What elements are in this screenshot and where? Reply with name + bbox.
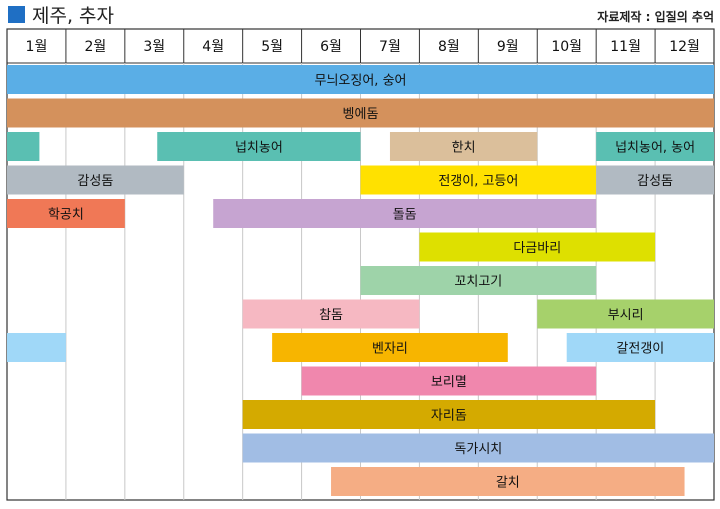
season-bar bbox=[331, 467, 685, 496]
season-bar bbox=[537, 299, 714, 329]
season-bar-label: 무늬오징어, 숭어 bbox=[315, 74, 407, 89]
month-label: 9월 bbox=[497, 39, 519, 55]
season-bar bbox=[7, 65, 714, 94]
month-label: 11월 bbox=[610, 39, 641, 55]
season-bar bbox=[566, 333, 714, 362]
month-label: 7월 bbox=[379, 39, 401, 55]
season-bar-label: 갈치 bbox=[496, 476, 520, 491]
season-bar-label: 전갱이, 고등어 bbox=[438, 174, 518, 189]
month-label: 3월 bbox=[143, 39, 165, 55]
season-bar-label: 한치 bbox=[452, 141, 476, 156]
month-label: 10월 bbox=[551, 39, 582, 55]
season-bar-label: 벵에돔 bbox=[343, 107, 379, 122]
season-bar-label: 갈전갱이 bbox=[616, 342, 664, 357]
season-bar bbox=[301, 366, 597, 396]
season-bar bbox=[596, 165, 714, 195]
season-bar bbox=[213, 199, 597, 228]
month-label: 12월 bbox=[669, 39, 700, 55]
season-bar bbox=[389, 132, 538, 161]
season-bar bbox=[360, 266, 597, 295]
season-bar bbox=[360, 165, 597, 195]
month-label: 5월 bbox=[261, 39, 283, 55]
month-label: 8월 bbox=[438, 39, 460, 55]
season-bar-label: 부시리 bbox=[608, 308, 644, 323]
season-bar bbox=[7, 165, 184, 195]
season-bar bbox=[7, 199, 125, 228]
season-bar-label: 감성돔 bbox=[637, 174, 673, 189]
season-bar-label: 넙치농어, 농어 bbox=[615, 141, 695, 156]
month-label: 2월 bbox=[84, 39, 106, 55]
season-bar bbox=[242, 299, 420, 329]
title-marker bbox=[8, 6, 25, 23]
season-bar-label: 학공치 bbox=[48, 208, 84, 223]
month-label: 1월 bbox=[26, 39, 48, 55]
season-bar bbox=[272, 333, 508, 362]
season-bar-label: 자리돔 bbox=[431, 409, 467, 424]
season-bar bbox=[7, 98, 714, 128]
season-bar-label: 독가시치 bbox=[454, 442, 502, 457]
season-bar-label: 보리멸 bbox=[431, 375, 467, 390]
season-bar-label: 넙치농어 bbox=[235, 141, 283, 156]
header: 제주, 추자 자료제작 : 입질의 추억 bbox=[0, 0, 720, 30]
season-bar bbox=[242, 433, 714, 463]
season-bar-label: 다금바리 bbox=[513, 241, 561, 256]
season-bar bbox=[596, 132, 714, 161]
season-bar-label: 감성돔 bbox=[77, 174, 113, 189]
season-bar-label: 벤자리 bbox=[372, 342, 408, 357]
season-bar-label: 꼬치고기 bbox=[454, 275, 502, 290]
season-bar bbox=[242, 400, 656, 429]
source-credit: 자료제작 : 입질의 추억 bbox=[597, 10, 714, 24]
month-label: 4월 bbox=[202, 39, 224, 55]
season-bar bbox=[7, 333, 66, 362]
season-bar bbox=[7, 132, 40, 161]
season-bar-label: 참돔 bbox=[319, 308, 343, 323]
page-title: 제주, 추자 bbox=[32, 5, 114, 27]
season-bar-label: 돌돔 bbox=[393, 208, 417, 223]
season-bar bbox=[419, 232, 656, 262]
month-label: 6월 bbox=[320, 39, 342, 55]
season-bar bbox=[157, 132, 361, 161]
